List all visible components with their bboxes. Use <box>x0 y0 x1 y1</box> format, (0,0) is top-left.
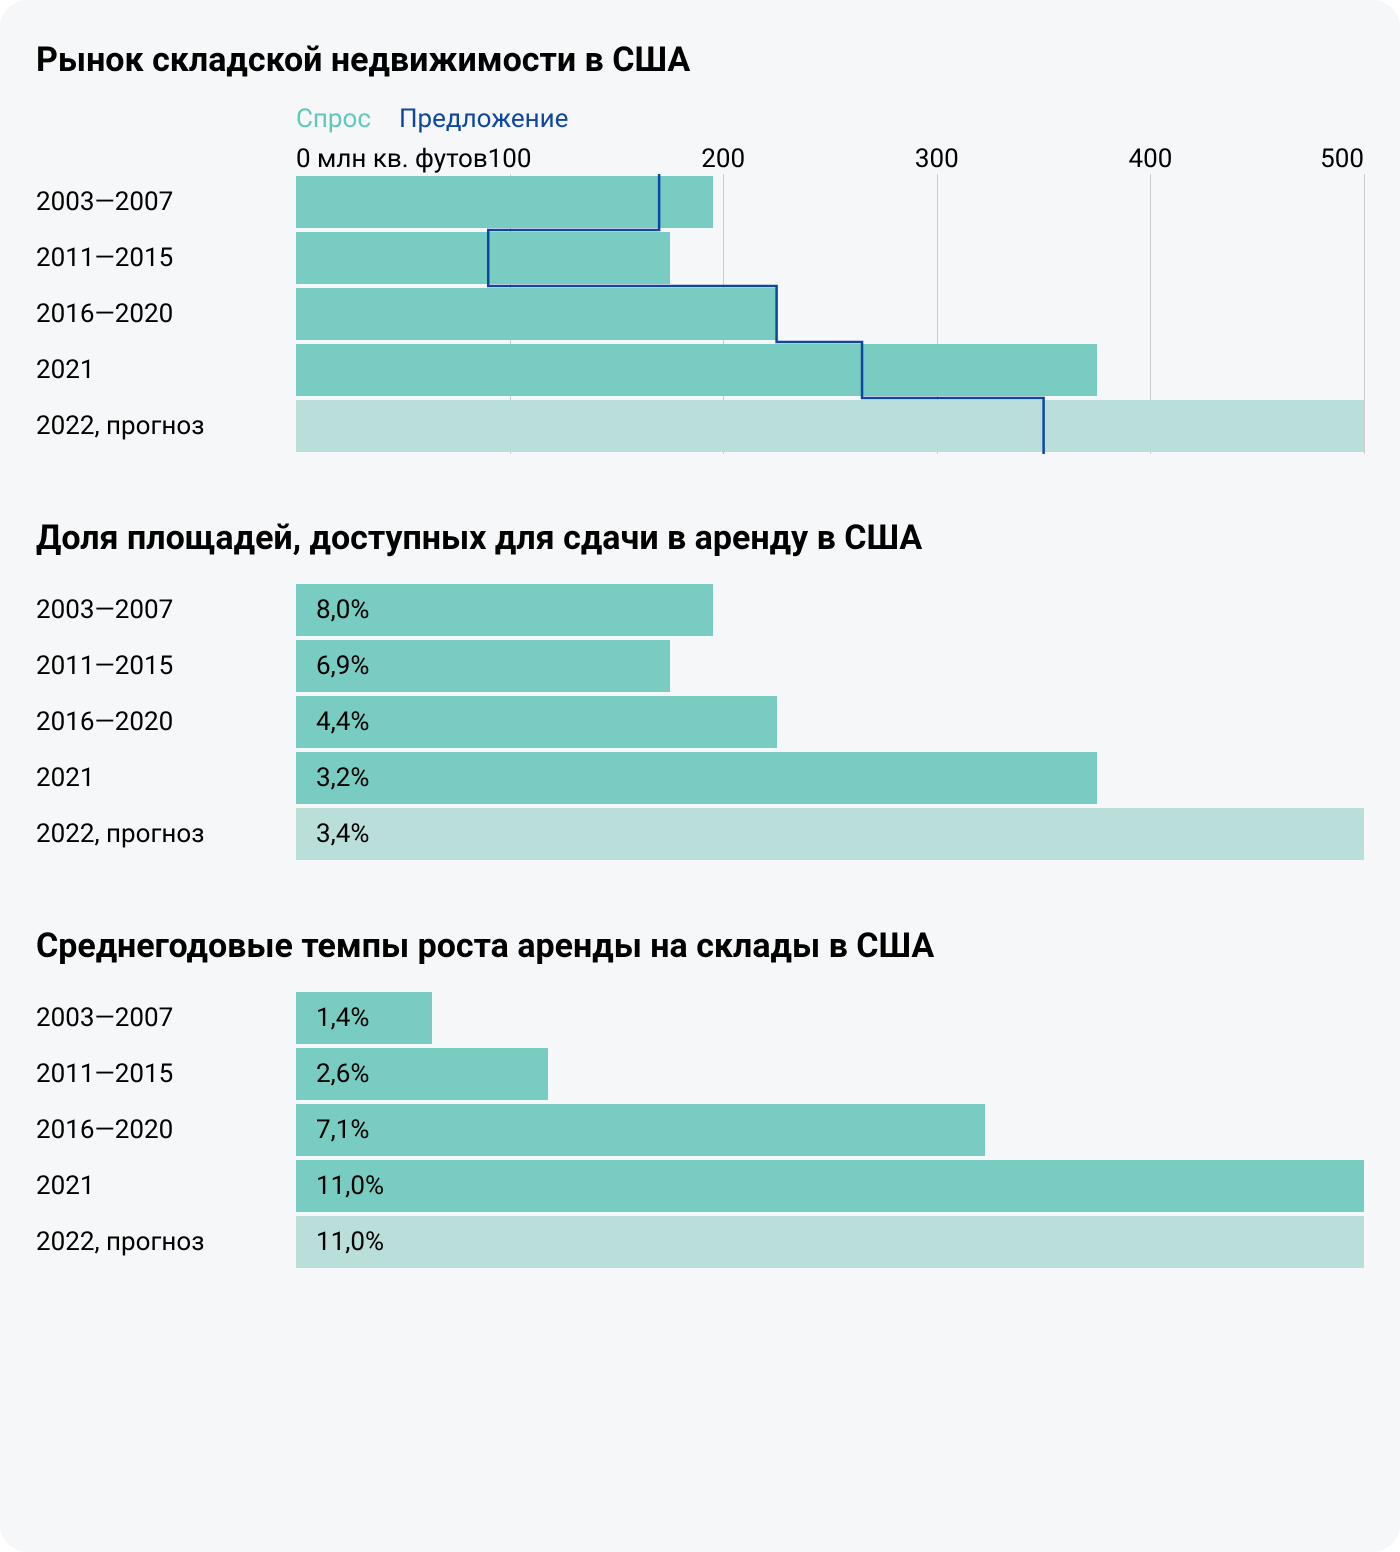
chart-2-title: Доля площадей, доступных для сдачи в аре… <box>36 518 1364 558</box>
value-bar: 3,4% <box>296 808 1364 860</box>
chart-1-axis: 0 млн кв. футов100 200 300 400 500 <box>36 144 1364 172</box>
legend-supply: Предложение <box>399 104 568 134</box>
value-bar: 2,6% <box>296 1048 548 1100</box>
bar-row: 8,0% <box>296 582 1364 638</box>
demand-bar <box>296 400 1364 452</box>
chart-3-title: Среднегодовые темпы роста аренды на скла… <box>36 926 1364 966</box>
bar-value-label: 4,4% <box>316 707 369 737</box>
row-label: 2016—2020 <box>36 1102 296 1158</box>
row-label: 2022, прогноз <box>36 1214 296 1270</box>
demand-bar <box>296 344 1097 396</box>
row-label: 2022, прогноз <box>36 806 296 862</box>
axis-tick: 300 <box>915 144 959 174</box>
row-label: 2003—2007 <box>36 174 296 230</box>
row-label: 2016—2020 <box>36 694 296 750</box>
row-label: 2021 <box>36 342 296 398</box>
value-bar: 11,0% <box>296 1160 1364 1212</box>
bar-value-label: 6,9% <box>316 651 369 681</box>
chart-2-body: 2003—20072011—20152016—202020212022, про… <box>36 582 1364 862</box>
value-bar: 11,0% <box>296 1216 1364 1268</box>
demand-bar <box>296 232 670 284</box>
row-label: 2016—2020 <box>36 286 296 342</box>
row-label: 2021 <box>36 750 296 806</box>
row-label: 2003—2007 <box>36 582 296 638</box>
chart-1-body: 2003—20072011—20152016—202020212022, про… <box>36 174 1364 454</box>
bar-row: 6,9% <box>296 638 1364 694</box>
axis-tick: 0 млн кв. футов <box>296 144 488 174</box>
chart-1-title: Рынок складской недвижимости в США <box>36 40 1364 80</box>
bar-value-label: 3,4% <box>316 819 369 849</box>
axis-tick: 400 <box>1128 144 1172 174</box>
chart-1-section: Рынок складской недвижимости в США Спрос… <box>36 40 1364 454</box>
bar-value-label: 2,6% <box>316 1059 369 1089</box>
legend-demand: Спрос <box>296 104 371 134</box>
value-bar: 7,1% <box>296 1104 985 1156</box>
row-label: 2011—2015 <box>36 638 296 694</box>
bar-row <box>296 286 1364 342</box>
row-label: 2021 <box>36 1158 296 1214</box>
bar-value-label: 3,2% <box>316 763 369 793</box>
bar-row: 3,4% <box>296 806 1364 862</box>
value-bar: 4,4% <box>296 696 777 748</box>
bar-row <box>296 342 1364 398</box>
bar-row <box>296 230 1364 286</box>
row-label: 2022, прогноз <box>36 398 296 454</box>
row-label: 2003—2007 <box>36 990 296 1046</box>
chart-3-body: 2003—20072011—20152016—202020212022, про… <box>36 990 1364 1270</box>
value-bar: 3,2% <box>296 752 1097 804</box>
bar-row: 11,0% <box>296 1158 1364 1214</box>
value-bar: 8,0% <box>296 584 713 636</box>
bar-row: 2,6% <box>296 1046 1364 1102</box>
bar-value-label: 7,1% <box>316 1115 369 1145</box>
axis-tick: 500 <box>1320 144 1364 174</box>
chart-2-section: Доля площадей, доступных для сдачи в аре… <box>36 518 1364 862</box>
demand-bar <box>296 288 777 340</box>
bar-value-label: 11,0% <box>316 1227 384 1257</box>
bar-row: 11,0% <box>296 1214 1364 1270</box>
row-label: 2011—2015 <box>36 230 296 286</box>
bar-row <box>296 398 1364 454</box>
chart-1-legend: Спрос Предложение <box>296 104 1364 134</box>
chart-3-section: Среднегодовые темпы роста аренды на скла… <box>36 926 1364 1270</box>
axis-tick: 100 <box>488 144 532 174</box>
bar-row: 7,1% <box>296 1102 1364 1158</box>
bar-value-label: 11,0% <box>316 1171 384 1201</box>
bar-value-label: 8,0% <box>316 595 369 625</box>
bar-row: 3,2% <box>296 750 1364 806</box>
bar-row <box>296 174 1364 230</box>
bar-row: 4,4% <box>296 694 1364 750</box>
charts-container: Рынок складской недвижимости в США Спрос… <box>0 0 1400 1552</box>
demand-bar <box>296 176 713 228</box>
value-bar: 6,9% <box>296 640 670 692</box>
bar-row: 1,4% <box>296 990 1364 1046</box>
row-label: 2011—2015 <box>36 1046 296 1102</box>
value-bar: 1,4% <box>296 992 432 1044</box>
axis-tick: 200 <box>701 144 745 174</box>
bar-value-label: 1,4% <box>316 1003 369 1033</box>
